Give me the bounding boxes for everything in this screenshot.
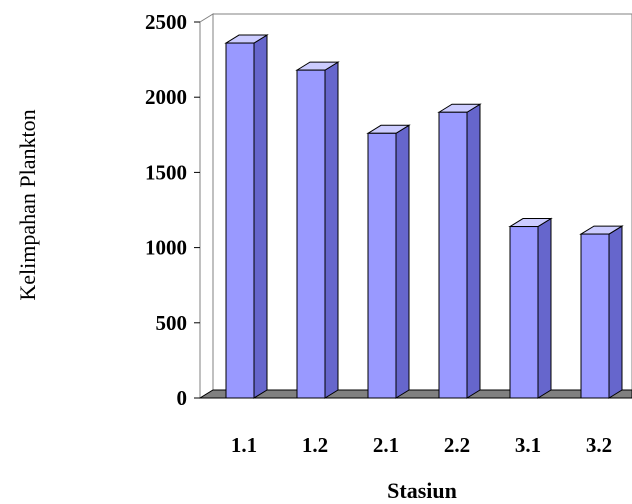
x-tick-label: 1.2	[302, 433, 328, 457]
x-tick-label: 3.2	[586, 433, 612, 457]
bar	[295, 61, 340, 399]
x-tick-label: 3.1	[515, 433, 541, 457]
y-tick-label: 2500	[145, 10, 187, 34]
x-axis-title: Stasiun	[387, 478, 457, 503]
y-tick-label: 0	[177, 386, 188, 410]
bar-front	[438, 111, 468, 399]
bar-side	[466, 103, 481, 399]
bar-front	[225, 42, 255, 399]
bar-front	[367, 132, 397, 399]
y-tick-label: 500	[156, 311, 188, 335]
bar-side	[608, 225, 623, 399]
bar-front	[580, 233, 610, 399]
x-axis-ticks: 1.1 1.2 2.1 2.2 3.1 3.2	[231, 433, 612, 457]
bar-side	[253, 34, 268, 399]
bar	[508, 217, 553, 399]
bar-side	[324, 61, 339, 399]
bar	[437, 103, 482, 399]
bar	[579, 225, 624, 399]
y-tick-label: 2000	[145, 85, 187, 109]
bar	[366, 124, 411, 399]
x-tick-label: 2.2	[444, 433, 470, 457]
bar-front	[509, 226, 539, 399]
bar	[224, 34, 269, 399]
side-wall	[199, 13, 214, 399]
x-tick-label: 1.1	[231, 433, 257, 457]
bars	[224, 34, 624, 399]
y-axis-ticks: 0 500 1000 1500 2000 2500	[145, 10, 200, 410]
back-wall	[212, 13, 632, 391]
bar-front	[296, 69, 326, 399]
y-tick-label: 1500	[145, 160, 187, 184]
y-axis-title: Kelimpahan Plankton	[15, 109, 40, 300]
bar-side	[395, 124, 410, 399]
x-tick-label: 2.1	[373, 433, 399, 457]
y-tick-label: 1000	[145, 236, 187, 260]
bar-side	[537, 217, 552, 399]
